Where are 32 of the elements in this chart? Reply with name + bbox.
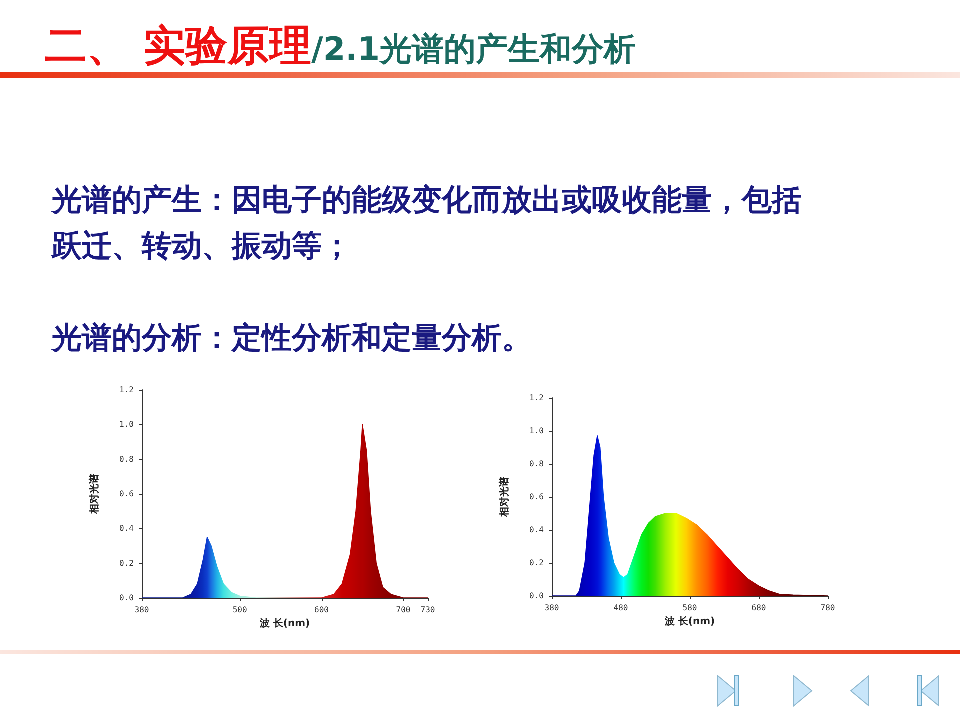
x-tick-label: 580	[682, 604, 698, 612]
y-tick-label: 1.2	[530, 394, 544, 402]
text: 光谱的分析：定性分析和定量分析。	[52, 320, 533, 358]
x-tick-label: 730	[420, 606, 436, 614]
y-tick-label: 0.4	[530, 526, 544, 534]
x-tick-label: 680	[752, 604, 766, 612]
y-tick-label: 0.0	[120, 594, 134, 602]
text: /2.1光谱的产生和分析	[312, 30, 636, 68]
x-tick-label: 600	[314, 606, 330, 614]
text: 二、 实验原理	[45, 21, 312, 70]
y-tick-label: 0.8	[120, 454, 134, 464]
y-tick-label: 0.8	[530, 460, 544, 468]
y-tick-label: 0.0	[530, 592, 544, 600]
y-tick-label: 1.0	[120, 420, 134, 430]
x-tick-label: 480	[614, 604, 628, 612]
y-tick-label: 0.2	[530, 558, 544, 568]
x-tick-label: 500	[232, 606, 248, 614]
y-tick-label: 0.6	[120, 490, 134, 498]
y-axis-title: 相对光谱	[498, 477, 510, 518]
text: 光谱的产生：因电子的能级变化而放出或吸收能量，包括跃迁、转动、振动等；	[52, 182, 803, 266]
y-tick-label: 1.2	[120, 386, 134, 394]
y-tick-label: 0.4	[120, 524, 134, 534]
x-tick-label: 380	[134, 606, 150, 614]
y-axis-title: 相对光谱	[88, 474, 100, 515]
x-tick-label: 780	[820, 604, 836, 612]
x-tick-label: 380	[544, 604, 560, 612]
y-tick-label: 0.6	[530, 492, 544, 502]
x-tick-label: 700	[396, 606, 411, 614]
x-axis-title: 波 长(nm)	[664, 615, 716, 628]
y-tick-label: 0.2	[120, 558, 134, 568]
x-axis-title: 波 长(nm)	[258, 617, 310, 630]
y-tick-label: 1.0	[530, 426, 544, 436]
